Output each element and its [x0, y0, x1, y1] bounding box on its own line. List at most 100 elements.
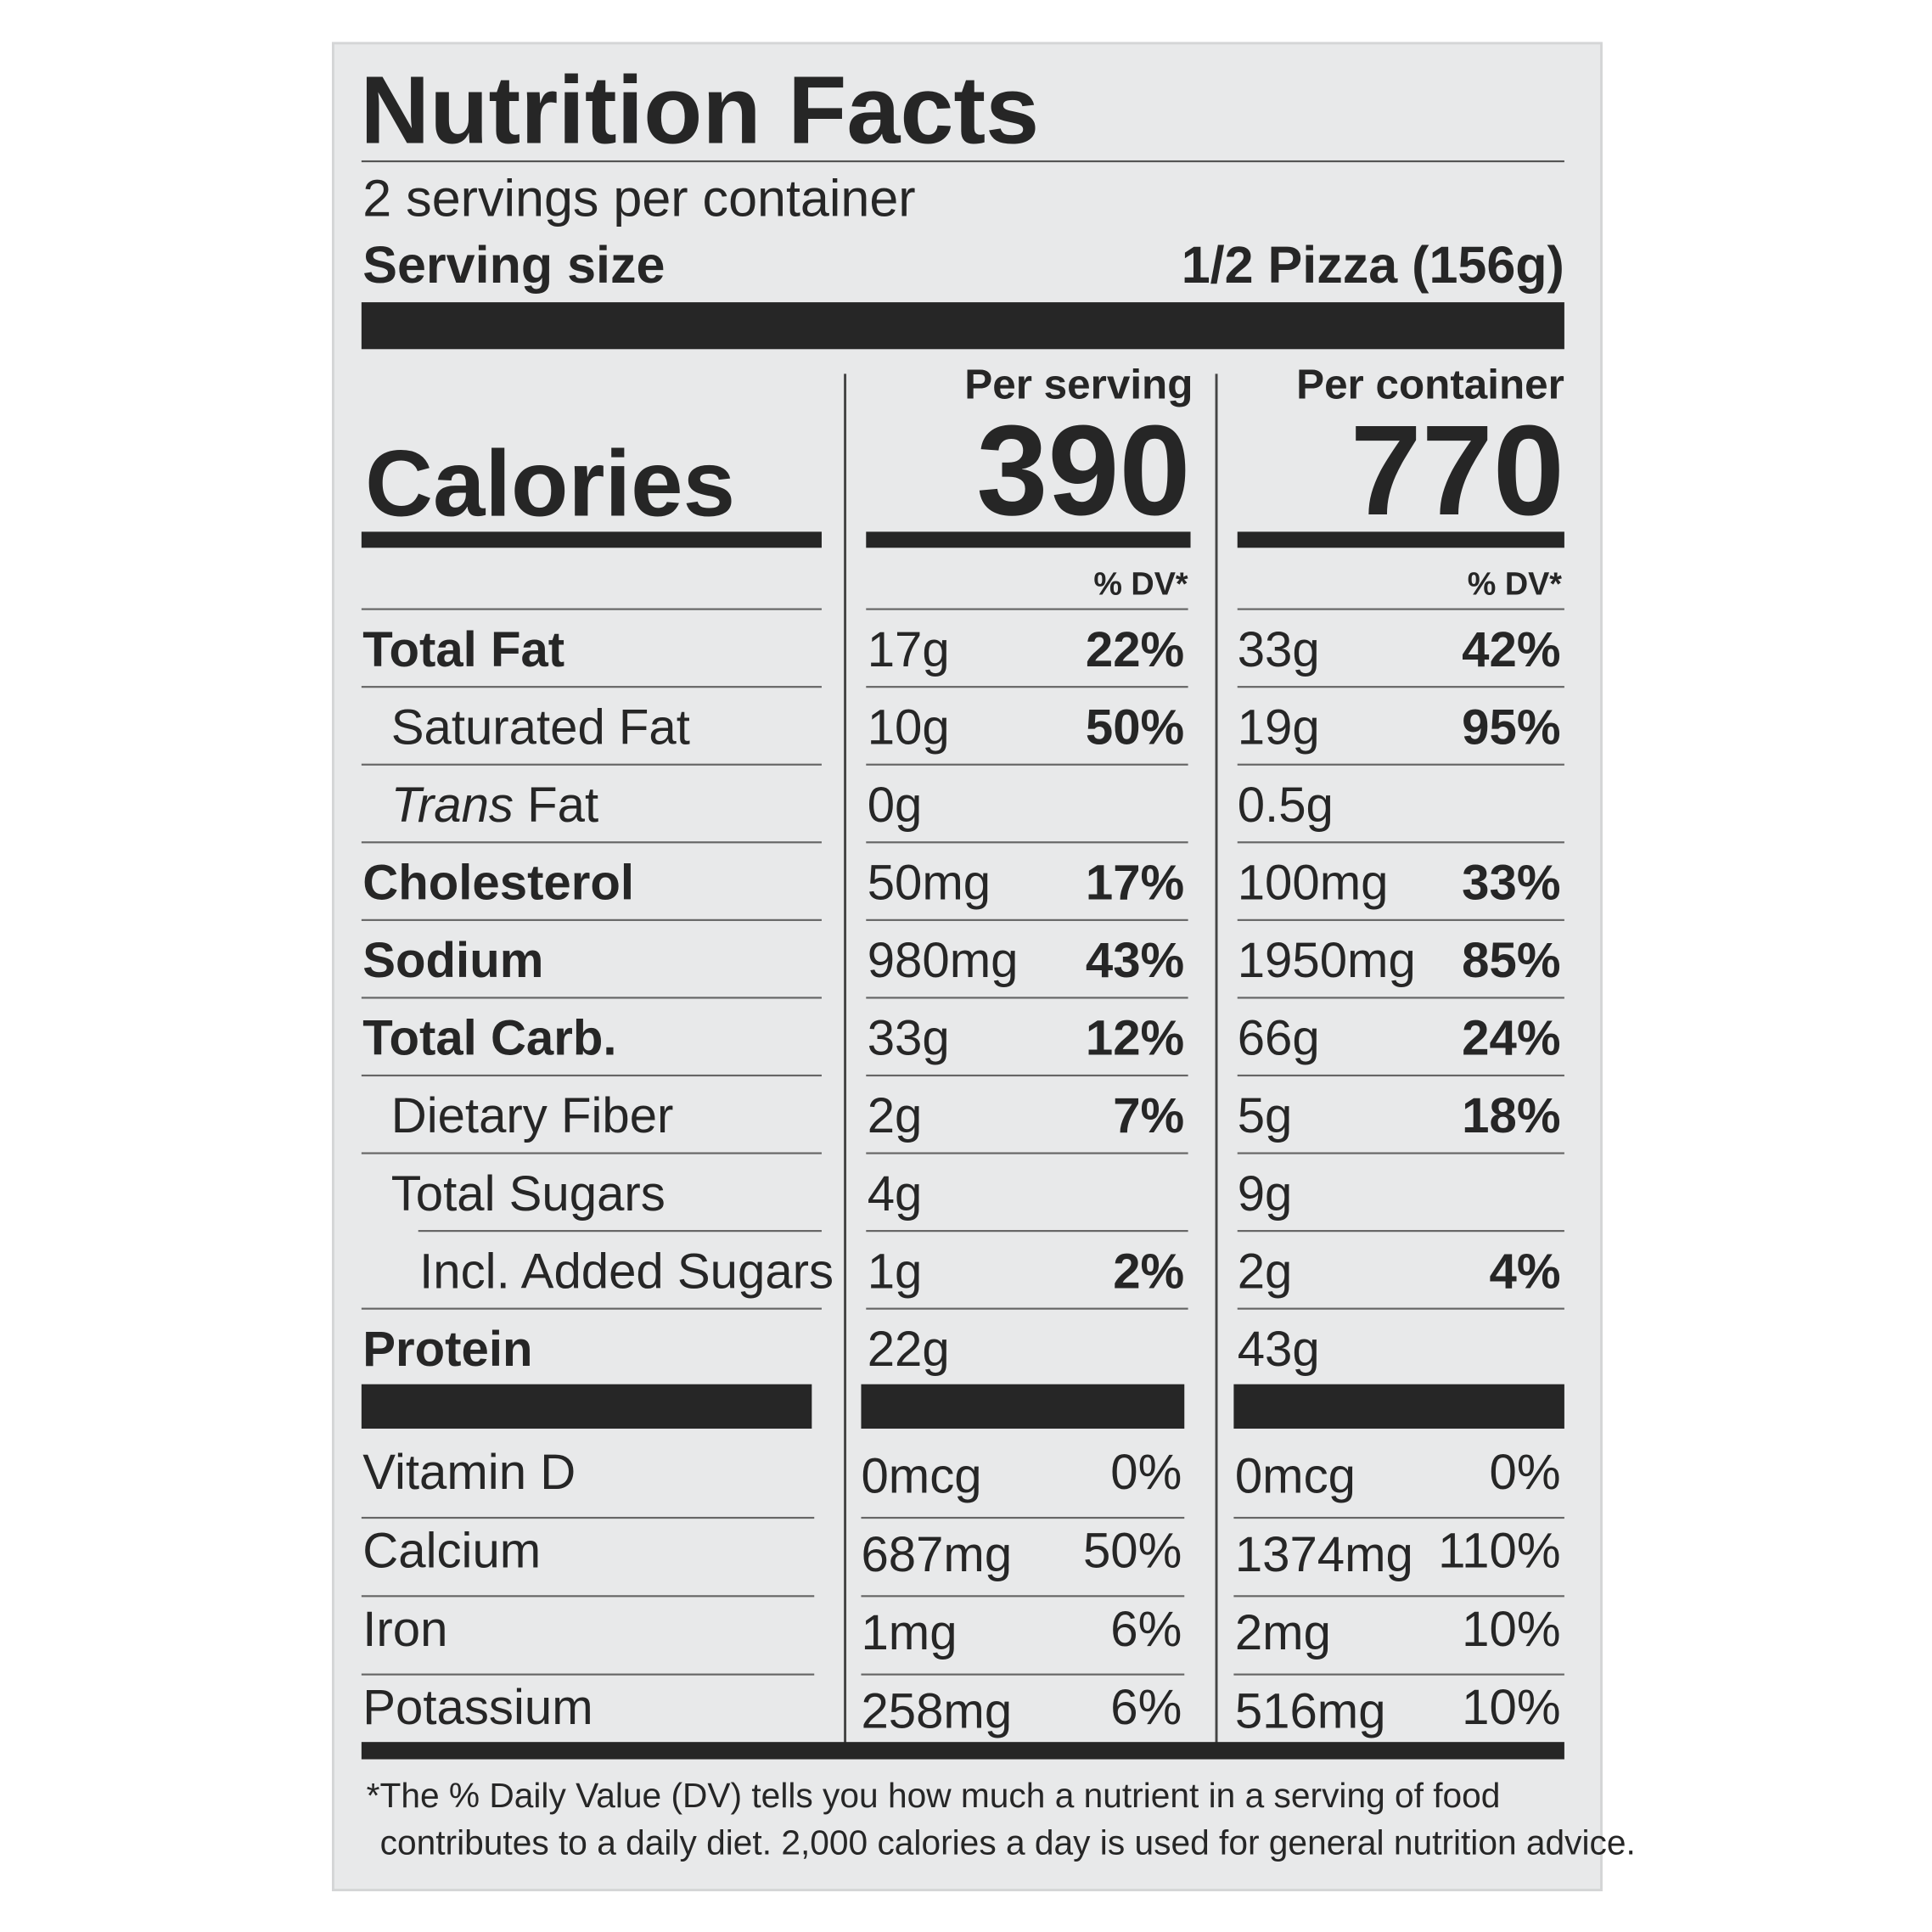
daily-value: 110%	[1438, 1524, 1560, 1579]
rule	[1237, 1307, 1564, 1310]
daily-value: 17%	[1086, 856, 1184, 911]
rule	[361, 608, 822, 610]
daily-value: 85%	[1462, 933, 1560, 988]
rule	[361, 686, 822, 688]
amount: 10g	[868, 699, 950, 755]
daily-value: 0%	[1110, 1445, 1182, 1500]
rule	[361, 763, 822, 766]
vitamin-label: Iron	[362, 1602, 447, 1657]
amount: 43g	[1238, 1322, 1320, 1377]
amount: 2g	[868, 1088, 923, 1143]
nutrient-label-text: Sodium	[362, 933, 543, 988]
rule	[361, 1516, 815, 1519]
amount: 1374mg	[1235, 1527, 1413, 1582]
daily-value: 6%	[1110, 1680, 1182, 1735]
rule	[418, 1230, 822, 1233]
nutrient-label: Protein	[362, 1322, 532, 1377]
daily-value: 6%	[1110, 1602, 1182, 1657]
rule	[361, 841, 822, 844]
daily-value: 7%	[1113, 1088, 1184, 1143]
daily-value: 0%	[1490, 1445, 1561, 1500]
amount: 2g	[1238, 1244, 1293, 1299]
nutrient-label: Total Fat	[362, 622, 564, 677]
nutrient-label-text: Incl. Added Sugars	[419, 1244, 834, 1299]
nutrient-label-text: Dietary Fiber	[391, 1088, 674, 1143]
amount: 4g	[868, 1166, 923, 1222]
column-header: Per container	[1296, 361, 1564, 407]
amount: 1mg	[861, 1605, 957, 1660]
nutrient-label-text: Total Carb.	[362, 1011, 616, 1066]
daily-value: 10%	[1462, 1602, 1560, 1657]
amount: 5g	[1238, 1088, 1293, 1143]
nutrient-label: Saturated Fat	[391, 699, 690, 755]
thick-bar	[361, 302, 1564, 350]
rule	[861, 1595, 1185, 1598]
daily-value: 10%	[1462, 1680, 1560, 1735]
servings: 2 servings per container	[362, 169, 915, 227]
rule	[361, 160, 1564, 163]
amount: 2mg	[1235, 1605, 1331, 1660]
vitamin-label: Vitamin D	[362, 1445, 576, 1500]
calories-value: 390	[976, 399, 1190, 542]
amount: 0mcg	[1235, 1449, 1356, 1504]
rule	[1237, 997, 1564, 999]
thick-bar	[861, 1384, 1185, 1429]
serving-size-value: 1/2 Pizza (156g)	[1182, 236, 1564, 294]
rule	[1233, 1673, 1564, 1676]
nutrient-label: Total Sugars	[391, 1166, 666, 1222]
daily-value: 22%	[1086, 622, 1184, 677]
rule	[1237, 686, 1564, 688]
amount: 9g	[1238, 1166, 1293, 1222]
rule	[866, 1307, 1188, 1310]
nutrient-label: Trans Fat	[391, 778, 598, 833]
amount: 1950mg	[1238, 933, 1416, 988]
rule	[861, 1516, 1185, 1519]
daily-value: 4%	[1490, 1244, 1561, 1299]
nutrient-label-text: Total Sugars	[391, 1166, 666, 1222]
amount: 516mg	[1235, 1683, 1386, 1738]
rule	[361, 1152, 822, 1154]
amount: 100mg	[1238, 856, 1389, 911]
nutrient-label-italic: Trans	[391, 778, 514, 833]
nutrient-label-text: Saturated Fat	[391, 699, 690, 755]
rule	[1233, 1595, 1564, 1598]
daily-value: 50%	[1086, 699, 1184, 755]
rule	[866, 841, 1188, 844]
nutrient-label: Incl. Added Sugars	[419, 1244, 834, 1299]
title: Nutrition Facts	[360, 57, 1039, 165]
amount: 980mg	[868, 933, 1019, 988]
rule	[1237, 1230, 1564, 1233]
amount: 66g	[1238, 1011, 1320, 1066]
amount: 1g	[868, 1244, 923, 1299]
rule	[1237, 608, 1564, 610]
calories-label: Calories	[365, 432, 735, 536]
thick-bar	[361, 1384, 812, 1429]
rule	[1233, 1516, 1564, 1519]
amount: 17g	[868, 622, 950, 677]
footnote: contributes to a daily diet. 2,000 calor…	[380, 1822, 1636, 1862]
daily-value: 95%	[1462, 699, 1560, 755]
nutrient-label-text: Total Fat	[362, 622, 564, 677]
daily-value: 12%	[1086, 1011, 1184, 1066]
rule	[361, 1307, 822, 1310]
rule	[1237, 1152, 1564, 1154]
rule	[1237, 841, 1564, 844]
thick-bar	[1233, 1384, 1564, 1429]
amount: 258mg	[861, 1683, 1012, 1738]
nutrient-label: Total Carb.	[362, 1011, 616, 1066]
amount: 19g	[1238, 699, 1320, 755]
daily-value: 50%	[1083, 1524, 1182, 1579]
rule	[1237, 918, 1564, 921]
rule	[361, 997, 822, 999]
calories-value: 770	[1351, 399, 1564, 542]
rule	[866, 1074, 1188, 1077]
daily-value: 42%	[1462, 622, 1560, 677]
amount: 687mg	[861, 1527, 1012, 1582]
nutrient-label-text: Protein	[362, 1322, 532, 1377]
amount: 33g	[1238, 622, 1320, 677]
bar	[1237, 531, 1564, 548]
panel	[331, 42, 1603, 1892]
rule	[361, 1595, 815, 1598]
